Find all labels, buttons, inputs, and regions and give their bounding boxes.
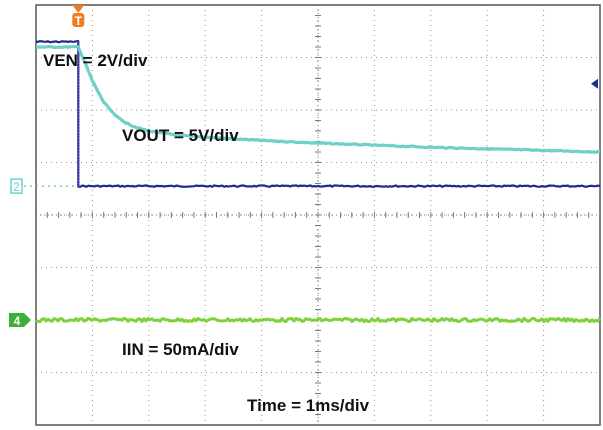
channel-4-label: 4	[14, 314, 21, 328]
graticule-frame	[35, 4, 601, 426]
vout-trace	[35, 45, 601, 154]
level-arrow-icon	[591, 78, 598, 89]
channel-2-label: 2	[13, 180, 20, 194]
iin-scale-label: IIN = 50mA/div	[122, 340, 239, 359]
channel-2-marker	[10, 178, 23, 194]
iin-trace	[35, 316, 602, 324]
annotation-labels: VEN = 2V/div VOUT = 5V/div IIN = 50mA/di…	[43, 51, 370, 415]
vout-scale-label: VOUT = 5V/div	[122, 126, 239, 145]
channel-4-marker	[9, 313, 31, 327]
trigger-label: T	[75, 14, 83, 28]
trigger-badge	[72, 13, 85, 27]
trigger-arrow-icon	[72, 5, 85, 13]
time-scale-label: Time = 1ms/div	[247, 396, 370, 415]
ven-scale-label: VEN = 2V/div	[43, 51, 148, 70]
channel-markers: T 2 4	[9, 5, 598, 328]
waveform-traces	[35, 40, 602, 324]
ven-trace	[35, 40, 601, 188]
